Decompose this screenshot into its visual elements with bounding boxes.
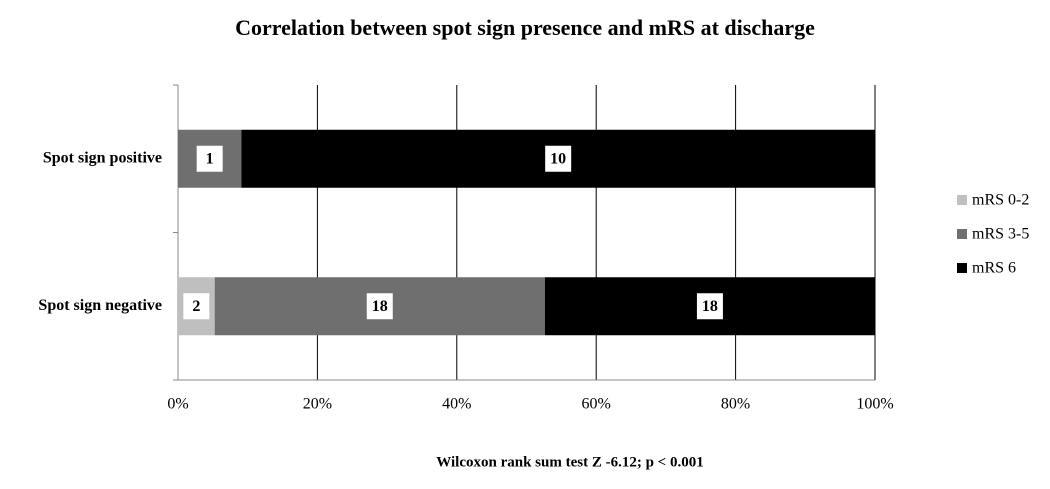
y-tick-label: Spot sign negative xyxy=(38,297,162,314)
y-tick-label: Spot sign positive xyxy=(43,149,162,166)
legend-swatch xyxy=(957,195,967,205)
data-label-box xyxy=(196,145,223,172)
footnote: Wilcoxon rank sum test Z -6.12; p < 0.00… xyxy=(436,454,703,470)
data-label: 1 xyxy=(206,150,214,167)
data-label: 18 xyxy=(702,298,718,315)
legend-label: mRS 6 xyxy=(972,260,1016,277)
data-label-box xyxy=(183,293,210,320)
data-label: 2 xyxy=(192,298,200,315)
legend-swatch xyxy=(957,263,967,273)
data-label: 18 xyxy=(372,298,388,315)
x-tick-label: 80% xyxy=(721,396,750,413)
data-label: 10 xyxy=(550,150,566,167)
x-tick-label: 60% xyxy=(582,396,611,413)
legend-label: mRS 3-5 xyxy=(972,226,1029,243)
x-tick-label: 100% xyxy=(856,396,893,413)
chart-title: Correlation between spot sign presence a… xyxy=(235,15,815,40)
data-label-box xyxy=(545,145,572,172)
legend-swatch xyxy=(957,229,967,239)
legend-label: mRS 0-2 xyxy=(972,192,1029,209)
x-tick-label: 40% xyxy=(442,396,471,413)
data-label-box xyxy=(696,293,723,320)
data-label-box xyxy=(366,293,393,320)
x-tick-label: 0% xyxy=(167,396,188,413)
x-tick-label: 20% xyxy=(303,396,332,413)
